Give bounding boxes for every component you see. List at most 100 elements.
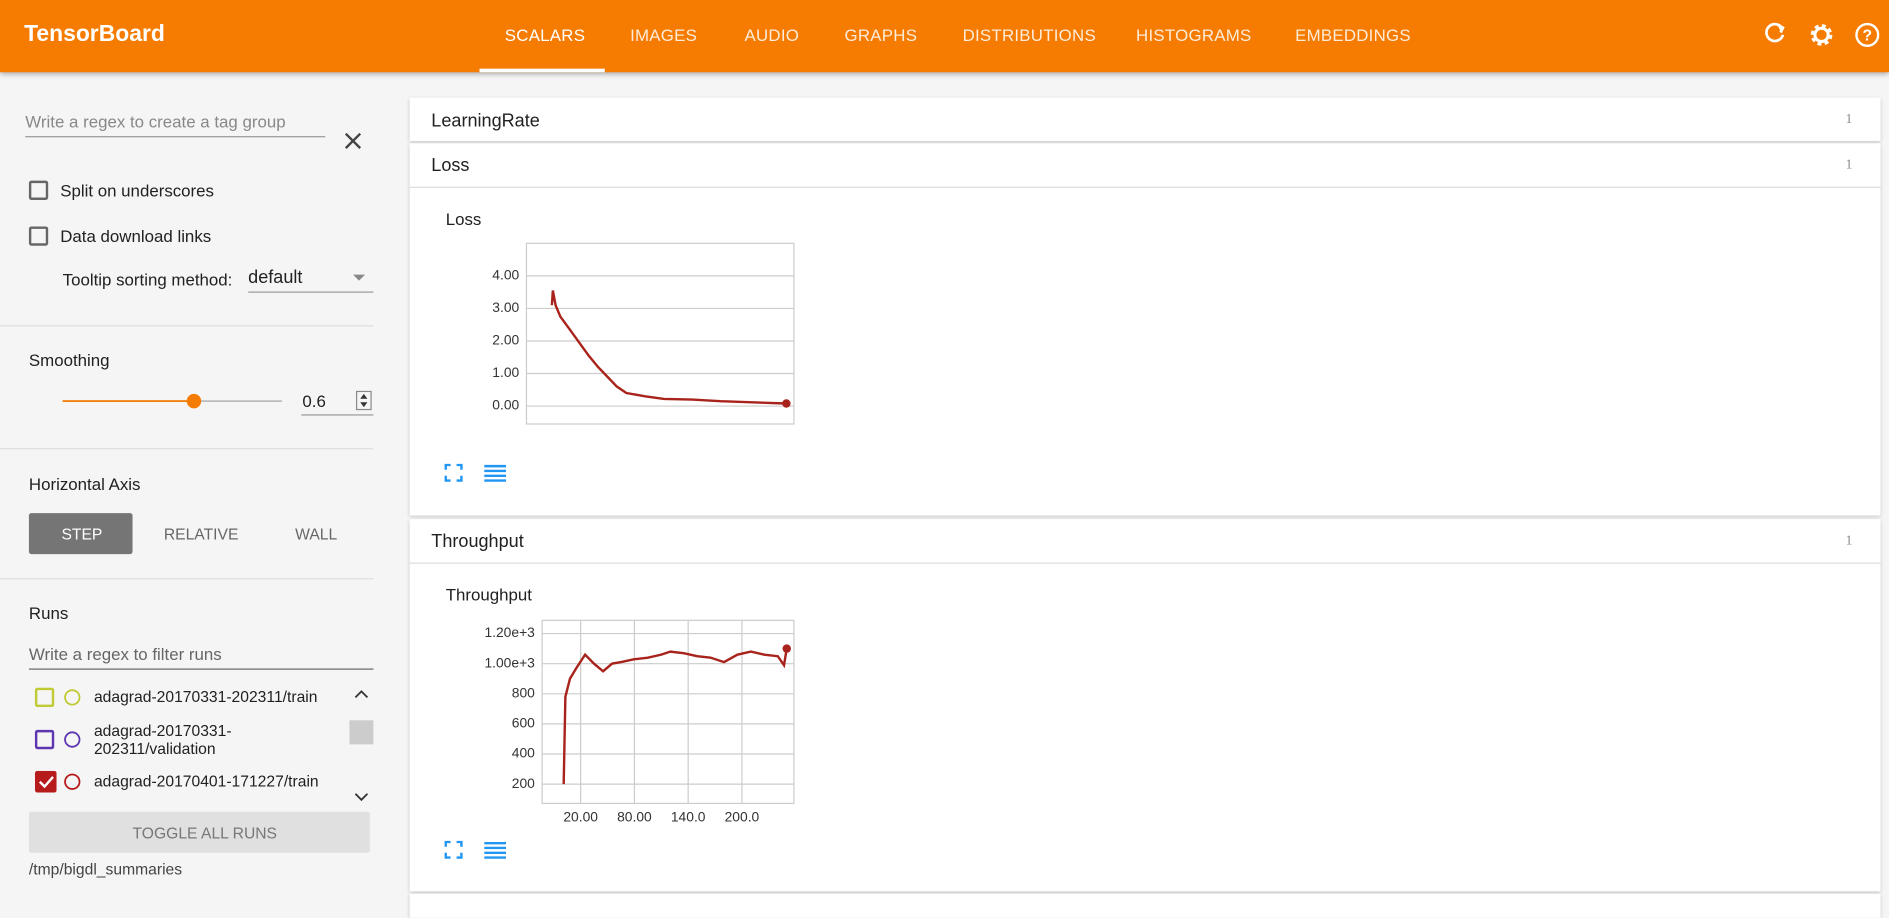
tab[interactable]: GRAPHS <box>844 25 918 45</box>
fullscreen-icon[interactable] <box>444 840 463 859</box>
run-checkbox-checked[interactable] <box>34 770 57 793</box>
divider <box>409 562 1881 564</box>
divider <box>0 578 374 580</box>
y-tick-label: 1.00 <box>492 364 519 380</box>
divider <box>409 186 1881 188</box>
data-table-icon[interactable] <box>484 841 506 859</box>
select-underline <box>248 291 374 293</box>
axis-button-selected[interactable] <box>28 513 133 555</box>
toggle-all-button[interactable] <box>28 811 370 853</box>
tab[interactable]: SCALARS <box>504 25 586 45</box>
y-tick-label: 3.00 <box>492 299 519 315</box>
chart-title: Throughput <box>446 586 533 605</box>
y-tick-label: 0.00 <box>492 397 519 413</box>
tooltip-select[interactable]: default <box>248 267 303 288</box>
tab[interactable]: EMBEDDINGS <box>1295 25 1411 45</box>
fullscreen-icon[interactable] <box>444 463 463 482</box>
section-count: 1 <box>1845 533 1853 549</box>
header: TensorBoard SCALARS IMAGES AUDIO GRAPHS … <box>0 0 1889 73</box>
checkbox-label: Data download links <box>60 226 212 246</box>
section-count: 1 <box>1845 157 1853 173</box>
runs-label: Runs <box>28 603 69 623</box>
reload-icon[interactable] <box>1765 22 1785 43</box>
axis-button[interactable]: WALL <box>295 525 338 544</box>
section-title: LearningRate <box>431 110 540 132</box>
runs-filter[interactable]: Write a regex to filter runs <box>28 644 222 664</box>
smoothing-slider[interactable] <box>60 390 289 412</box>
dropdown-arrow <box>352 274 366 281</box>
chart-title: Loss <box>446 210 482 229</box>
chart-actions <box>444 463 506 482</box>
spinner[interactable] <box>355 390 372 412</box>
tab[interactable]: AUDIO <box>744 25 800 45</box>
plot-frame <box>541 619 795 805</box>
line <box>562 648 788 785</box>
tooltip-label: Tooltip sorting method: <box>62 269 233 290</box>
run-color <box>64 773 81 790</box>
tab[interactable]: HISTOGRAMS <box>1136 25 1252 45</box>
logdir: /tmp/bigdl_summaries <box>28 860 183 879</box>
input-underline <box>301 414 374 416</box>
run-name: adagrad-20170331-202311/train <box>93 687 318 706</box>
horizontal-axis-label: Horizontal Axis <box>28 474 141 494</box>
line <box>550 290 787 405</box>
section-title: Loss <box>431 155 470 176</box>
y-tick-label: 400 <box>512 745 535 761</box>
input-underline <box>28 668 374 670</box>
section-header[interactable]: LearningRate 1 <box>409 97 1881 141</box>
section-count: 1 <box>1845 112 1853 127</box>
run-color <box>64 689 81 706</box>
last-point <box>782 644 791 653</box>
checkbox[interactable] <box>28 180 49 200</box>
divider <box>0 448 374 450</box>
section <box>409 893 1881 918</box>
y-tick-label: 600 <box>512 715 535 731</box>
x-tick-label: 140.0 <box>671 809 706 825</box>
tab[interactable]: IMAGES <box>630 25 698 45</box>
y-tick-label: 1.20e+3 <box>484 624 535 640</box>
header-icons: ? <box>1765 22 1880 47</box>
checkbox[interactable] <box>28 226 49 246</box>
settings-icon[interactable] <box>1810 24 1833 46</box>
svg-text:?: ? <box>1863 27 1873 44</box>
help-icon[interactable]: ? <box>1855 22 1880 47</box>
tab[interactable]: DISTRIBUTIONS <box>962 25 1096 45</box>
run-checkbox[interactable] <box>34 729 55 750</box>
input-underline <box>25 136 326 138</box>
divider <box>0 325 374 327</box>
run-color <box>64 731 81 748</box>
toggle-all-label: TOGGLE ALL RUNS <box>132 823 278 842</box>
x-tick-label: 200.0 <box>725 809 760 825</box>
clear-icon[interactable] <box>342 130 364 152</box>
axis-button-label: STEP <box>61 525 103 544</box>
tab-indicator <box>479 68 605 73</box>
axis-button[interactable]: RELATIVE <box>163 525 239 544</box>
section: Throughput 1 <box>409 519 1881 892</box>
x-tick-label: 20.00 <box>563 809 598 825</box>
chart: Throughput 200 400 600 800 1.00e+3 1.20e+3 20.0… <box>446 586 795 825</box>
tag-group-input[interactable]: Write a regex to create a tag group <box>25 112 286 132</box>
y-tick-label: 200 <box>512 775 535 791</box>
run-name: adagrad-20170331-202311/validation <box>93 721 232 758</box>
chart-actions <box>444 840 506 859</box>
data-table-icon[interactable] <box>484 464 506 482</box>
section-title: Throughput <box>431 531 524 552</box>
smoothing-label: Smoothing <box>28 350 110 370</box>
x-tick-label: 80.00 <box>617 809 652 825</box>
run-checkbox[interactable] <box>34 687 55 708</box>
scrollbar[interactable] <box>349 681 374 811</box>
run-name: adagrad-20170401-171227/train <box>93 772 319 791</box>
chart: Loss 0.00 1.00 2.00 3.00 4.00 <box>446 210 795 425</box>
y-tick-label: 1.00e+3 <box>484 654 535 670</box>
plot-frame <box>525 242 795 425</box>
app-title: TensorBoard <box>24 21 165 47</box>
y-tick-label: 4.00 <box>492 267 519 283</box>
section: Loss 1 <box>409 143 1881 516</box>
y-tick-label: 2.00 <box>492 332 519 348</box>
last-point <box>782 399 791 408</box>
checkbox-label: Split on underscores <box>60 180 215 200</box>
y-tick-label: 800 <box>512 684 535 700</box>
smoothing-input[interactable]: 0.6 <box>302 391 326 411</box>
